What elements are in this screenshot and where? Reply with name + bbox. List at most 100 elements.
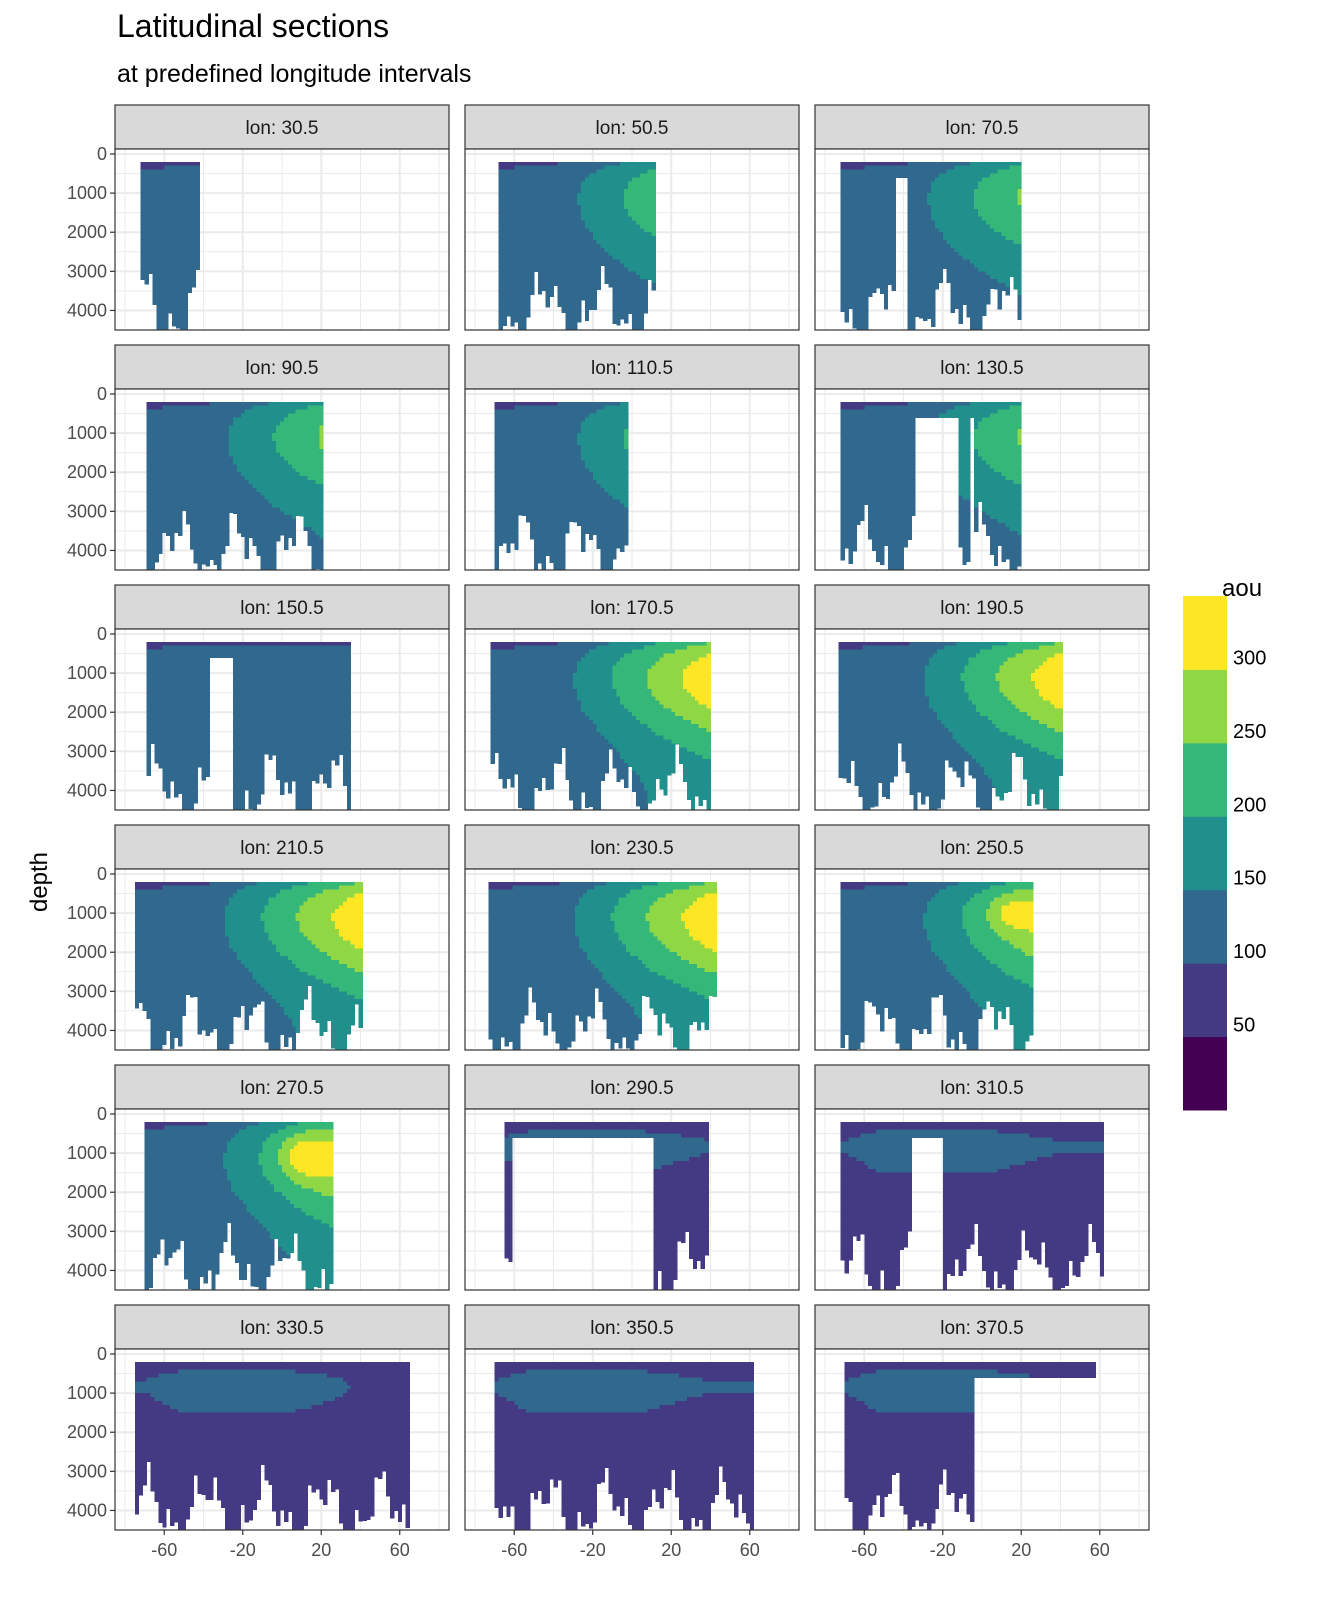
contour-cell — [557, 220, 561, 224]
contour-cell — [585, 228, 589, 232]
contour-cell — [589, 166, 593, 170]
contour-cell — [958, 283, 962, 287]
contour-cell — [554, 228, 558, 232]
contour-cell — [178, 507, 182, 511]
contour-cell — [180, 260, 184, 264]
contour-cell — [1009, 177, 1013, 181]
contour-cell — [856, 252, 860, 256]
contour-cell — [888, 181, 892, 185]
contour-cell — [1013, 232, 1017, 236]
contour-cell — [849, 252, 853, 256]
contour-cell — [860, 275, 864, 279]
contour-cell — [911, 162, 915, 166]
contour-cell — [205, 406, 209, 410]
contour-cell — [168, 279, 172, 283]
contour-cell — [597, 185, 601, 189]
contour-cell — [884, 193, 888, 197]
contour-cell — [1017, 303, 1021, 307]
contour-cell — [194, 500, 198, 504]
contour-cell — [1009, 197, 1013, 201]
contour-cell — [612, 166, 616, 170]
contour-cell — [174, 531, 178, 533]
contour-cell — [176, 326, 180, 329]
contour-cell — [998, 248, 1002, 252]
contour-cell — [174, 441, 178, 445]
contour-cell — [182, 496, 186, 500]
contour-cell — [205, 523, 209, 527]
contour-cell — [939, 174, 943, 178]
contour-cell — [160, 267, 164, 271]
contour-cell — [186, 445, 190, 449]
contour-cell — [931, 318, 935, 322]
contour-cell — [958, 197, 962, 201]
contour-cell — [184, 170, 188, 174]
contour-cell — [935, 275, 939, 279]
contour-cell — [151, 402, 155, 406]
contour-cell — [880, 287, 884, 291]
contour-cell — [168, 205, 172, 209]
contour-cell — [538, 213, 542, 217]
contour-cell — [849, 307, 853, 309]
contour-cell — [990, 264, 994, 268]
contour-cell — [892, 213, 896, 217]
contour-cell — [178, 492, 182, 496]
contour-cell — [1009, 162, 1013, 166]
contour-cell — [628, 166, 632, 170]
contour-cell — [612, 177, 616, 181]
contour-cell — [149, 271, 153, 274]
contour-cell — [970, 283, 974, 287]
contour-cell — [907, 322, 911, 326]
contour-cell — [608, 232, 612, 236]
contour-cell — [593, 271, 597, 275]
contour-cell — [149, 228, 153, 232]
contour-cell — [530, 275, 534, 279]
contour-cell — [554, 248, 558, 252]
contour-cell — [577, 209, 581, 213]
contour-cell — [585, 224, 589, 228]
contour-cell — [923, 307, 927, 311]
contour-cell — [499, 224, 503, 228]
contour-cell — [158, 417, 162, 421]
contour-cell — [149, 162, 153, 166]
contour-cell — [176, 307, 180, 311]
contour-cell — [1017, 197, 1021, 201]
contour-cell — [935, 287, 939, 289]
contour-cell — [652, 232, 656, 236]
contour-cell — [608, 213, 612, 217]
contour-cell — [845, 209, 849, 213]
contour-cell — [573, 310, 577, 314]
contour-cell — [628, 291, 632, 295]
contour-cell — [209, 429, 213, 433]
contour-cell — [510, 279, 514, 283]
contour-cell — [160, 271, 164, 275]
contour-cell — [640, 264, 644, 268]
contour-cell — [612, 295, 616, 299]
contour-cell — [194, 417, 198, 421]
contour-cell — [951, 209, 955, 213]
contour-cell — [190, 488, 194, 492]
contour-cell — [852, 256, 856, 260]
contour-cell — [510, 177, 514, 181]
contour-cell — [907, 252, 911, 256]
contour-cell — [585, 260, 589, 264]
contour-cell — [202, 515, 206, 519]
contour-cell — [915, 181, 919, 185]
contour-cell — [581, 279, 585, 283]
contour-cell — [522, 177, 526, 181]
contour-cell — [896, 162, 900, 166]
contour-cell — [994, 185, 998, 189]
contour-cell — [970, 275, 974, 279]
contour-cell — [170, 539, 174, 543]
contour-cell — [939, 248, 943, 252]
contour-cell — [154, 519, 158, 523]
contour-cell — [172, 318, 176, 322]
contour-cell — [927, 174, 931, 178]
contour-cell — [209, 500, 213, 504]
contour-cell — [884, 205, 888, 209]
contour-cell — [174, 496, 178, 500]
contour-cell — [652, 209, 656, 213]
contour-cell — [186, 433, 190, 437]
contour-cell — [565, 322, 569, 326]
contour-cell — [534, 248, 538, 252]
contour-cell — [860, 185, 864, 189]
